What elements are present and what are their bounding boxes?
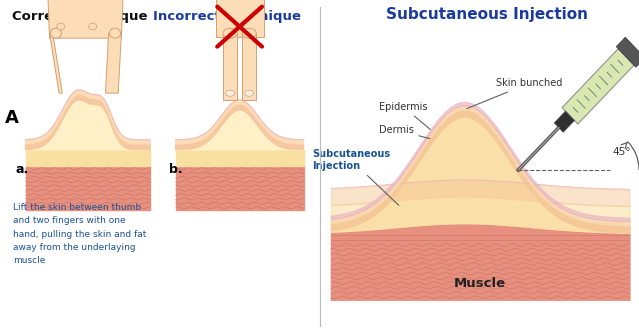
Polygon shape xyxy=(26,100,150,150)
Polygon shape xyxy=(26,94,150,150)
Ellipse shape xyxy=(223,28,237,38)
Polygon shape xyxy=(48,0,123,38)
Polygon shape xyxy=(216,0,264,37)
Text: Correct Technique: Correct Technique xyxy=(12,10,148,23)
Polygon shape xyxy=(50,33,63,93)
Ellipse shape xyxy=(50,28,61,38)
Ellipse shape xyxy=(245,90,254,96)
Ellipse shape xyxy=(242,28,256,38)
Polygon shape xyxy=(223,33,237,100)
Text: 45°: 45° xyxy=(612,147,631,157)
Polygon shape xyxy=(176,110,304,150)
Ellipse shape xyxy=(109,28,121,38)
Polygon shape xyxy=(616,37,639,67)
Text: Dermis: Dermis xyxy=(378,125,430,139)
Text: Subcutaneous Injection: Subcutaneous Injection xyxy=(385,7,587,22)
Ellipse shape xyxy=(57,23,65,30)
Text: Skin bunched: Skin bunched xyxy=(467,78,562,109)
Polygon shape xyxy=(26,166,150,210)
Text: Lift the skin between thumb
and two fingers with one
hand, pulling the skin and : Lift the skin between thumb and two fing… xyxy=(13,203,146,265)
Polygon shape xyxy=(554,111,574,132)
Polygon shape xyxy=(176,150,304,166)
Text: a.: a. xyxy=(16,163,29,176)
Text: Epidermis: Epidermis xyxy=(378,102,431,130)
Text: Incorrect Technique: Incorrect Technique xyxy=(153,10,301,23)
Ellipse shape xyxy=(226,90,235,96)
Polygon shape xyxy=(176,166,304,210)
Polygon shape xyxy=(105,33,121,93)
Polygon shape xyxy=(26,90,150,144)
Polygon shape xyxy=(176,104,304,150)
Polygon shape xyxy=(176,100,304,144)
Text: A: A xyxy=(5,109,19,127)
Polygon shape xyxy=(242,33,256,100)
Text: Muscle: Muscle xyxy=(454,276,506,290)
Polygon shape xyxy=(562,49,634,124)
Ellipse shape xyxy=(89,23,96,30)
Text: Subcutaneous
Injection: Subcutaneous Injection xyxy=(312,149,399,205)
Text: b.: b. xyxy=(169,163,183,176)
Polygon shape xyxy=(26,150,150,166)
